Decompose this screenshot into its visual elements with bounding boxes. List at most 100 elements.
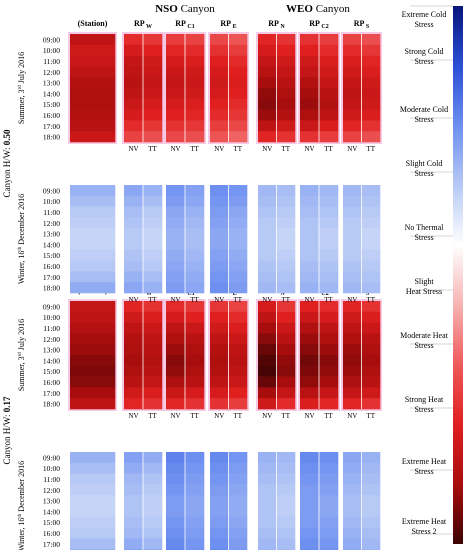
heatmap-cell [361,120,381,132]
heatmap-cell [143,462,163,474]
heatmap-cell [166,131,186,143]
heatmap-cell [70,260,116,272]
heatmap-cell [361,333,381,345]
heatmap-cell [185,66,205,78]
heatmap-cell [143,109,163,121]
heatmap-cell [319,516,339,528]
time-label: 13:00 [43,497,60,506]
heatmap-cell [70,239,116,251]
heatmap-cell [70,398,116,410]
heatmap-cell [361,398,381,410]
heatmap-cell [258,120,277,132]
heatmap-cell [166,55,186,67]
heatmap-cell [276,206,296,218]
time-label: 10:00 [43,197,60,206]
heatmap-cell [185,185,205,197]
heatmap-cell [143,452,163,464]
heatmap-cell [185,527,205,539]
heatmap-cell [258,538,277,550]
heatmap-cell [258,88,277,100]
heatmap-cell [210,34,229,46]
time-label: 16:00 [43,378,60,387]
heatmap-cell [210,44,229,56]
heatmap-cell [124,249,144,261]
heatmap-cell [343,484,362,496]
subcolumn-label: NV [214,145,224,153]
heatmap-cell [300,217,320,229]
subcolumn-label: TT [324,412,333,420]
heatmap-cell [276,77,296,89]
heatmap-cell [361,473,381,485]
subcolumn-label: NV [262,412,272,420]
heatmap-cell [143,333,163,345]
heatmap-cell [258,322,277,334]
heatmap-cell [276,344,296,356]
heatmap-cell [228,44,248,56]
heatmap-cell [361,344,381,356]
heatmap-cells [68,32,382,550]
heatmap-cell [258,260,277,272]
heatmap-cell [300,239,320,251]
heatmap-cell [319,239,339,251]
heatmap-cell [361,195,381,207]
heatmap-cell [185,301,205,313]
heatmap-cell [124,387,144,399]
heatmap-cell [185,322,205,334]
heatmap-cell [276,55,296,67]
subcolumn-label: TT [148,412,157,420]
heatmap-cell [124,206,144,218]
heatmap-cell [319,538,339,550]
heatmap-cell [258,228,277,240]
time-label: 16:00 [43,262,60,271]
subcolumn-label: NV [304,145,314,153]
time-label: 12:00 [43,219,60,228]
heatmap-cell [70,355,116,367]
heatmap-cell [228,452,248,464]
heatmap-cell [258,34,277,46]
heatmap-cell [166,88,186,100]
heatmap-cell [228,249,248,261]
heatmap-cell [124,120,144,132]
heatmap-cell [185,282,205,294]
heatmap-cell [228,506,248,518]
heatmap-cell [166,98,186,110]
heatmap-cell [143,77,163,89]
subcolumn-label: NV [170,145,180,153]
heatmap-cell [319,120,339,132]
heatmap-cell [124,239,144,251]
heatmap-cell [343,462,362,474]
time-label: 12:00 [43,68,60,77]
heatmap-cell [124,506,144,518]
heatmap-cell [228,34,248,46]
heatmap-cell [166,452,186,464]
heatmap-cell [70,473,116,485]
heatmap-cell [210,77,229,89]
heatmap-cell [319,228,339,240]
colorbar-label: Moderate Cold Stress [400,105,448,124]
heatmap-cell [300,516,320,528]
time-label: 14:00 [43,507,60,516]
heatmap-cell [228,311,248,323]
heatmap-cell [143,120,163,132]
time-label: 14:00 [43,356,60,365]
heatmap-cell [276,239,296,251]
heatmap-cell [70,44,116,56]
heatmap-cell [361,239,381,251]
heatmap-cell [361,34,381,46]
heatmap-cell [124,462,144,474]
heatmap-cell [343,333,362,345]
heatmap-cell [185,516,205,528]
heatmap-cell [343,506,362,518]
heatmap-cell [258,131,277,143]
heatmap-cell [228,88,248,100]
heatmap-cell [143,473,163,485]
heatmap-cell [143,376,163,388]
heatmap-cell [210,131,229,143]
heatmap-cell [228,365,248,377]
heatmap-cell [70,322,116,334]
heatmap-cell [228,355,248,367]
heatmap-cell [361,311,381,323]
time-label: 10:00 [43,464,60,473]
heatmap-cell [143,228,163,240]
heatmap-cell [343,387,362,399]
